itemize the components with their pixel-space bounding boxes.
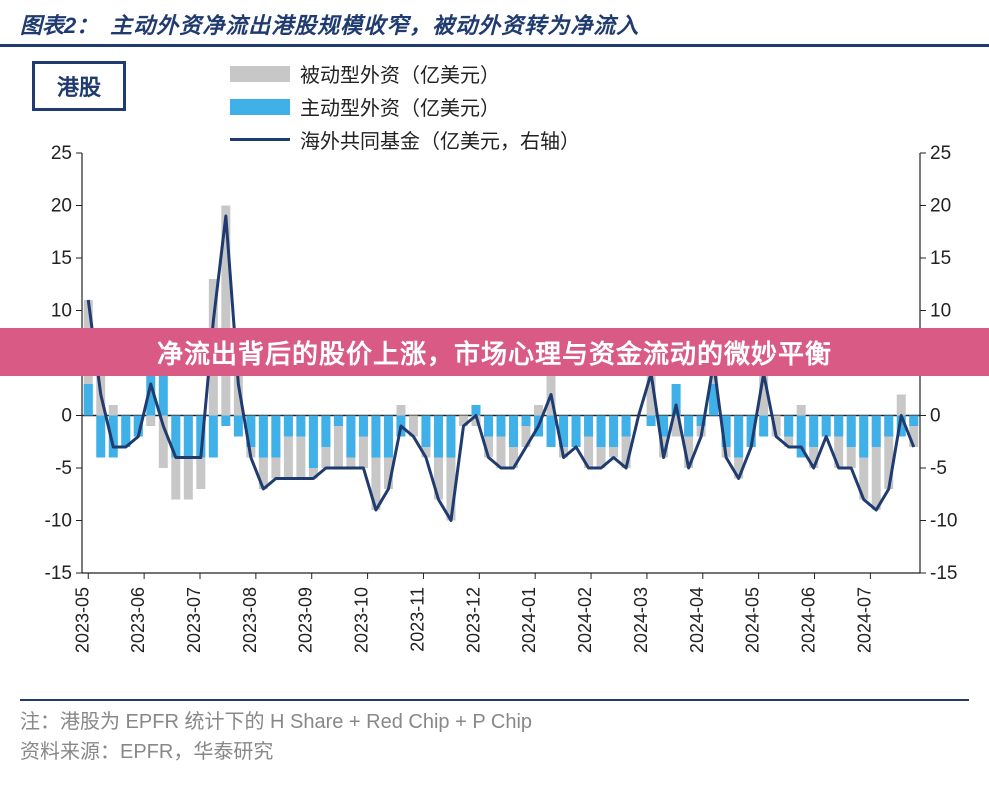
svg-text:-5: -5	[930, 458, 947, 479]
svg-text:2023-06: 2023-06	[128, 587, 148, 653]
svg-text:0: 0	[61, 406, 72, 427]
svg-text:2023-07: 2023-07	[184, 587, 204, 653]
legend-line-fund	[230, 138, 290, 141]
svg-text:0: 0	[930, 406, 941, 427]
legend-item: 被动型外资（亿美元）	[230, 59, 580, 88]
svg-text:20: 20	[930, 196, 951, 217]
footnote-line: 资料来源：EPFR，华泰研究	[20, 737, 969, 767]
legend-swatch-passive	[230, 66, 290, 82]
svg-text:2024-02: 2024-02	[575, 587, 595, 653]
svg-text:2024-06: 2024-06	[799, 587, 819, 653]
title-text: 主动外资净流出港股规模收窄，被动外资转为净流入	[110, 8, 639, 40]
legend-item: 海外共同基金（亿美元，右轴）	[230, 125, 580, 154]
svg-text:2024-07: 2024-07	[854, 587, 874, 653]
svg-text:2023-12: 2023-12	[463, 587, 483, 653]
legend: 被动型外资（亿美元） 主动型外资（亿美元） 海外共同基金（亿美元，右轴）	[230, 59, 580, 158]
svg-text:2023-05: 2023-05	[72, 587, 92, 653]
series-badge: 港股	[32, 61, 126, 111]
svg-text:20: 20	[51, 196, 72, 217]
svg-text:2023-11: 2023-11	[407, 587, 427, 652]
chart-title-row: 图表2： 主动外资净流出港股规模收窄，被动外资转为净流入	[0, 0, 989, 47]
svg-text:15: 15	[51, 248, 72, 269]
svg-text:15: 15	[930, 248, 951, 269]
svg-text:-5: -5	[55, 458, 72, 479]
svg-text:10: 10	[51, 301, 72, 322]
svg-text:2023-09: 2023-09	[296, 587, 316, 653]
svg-text:-15: -15	[930, 563, 957, 584]
svg-text:2024-03: 2024-03	[631, 587, 651, 653]
svg-text:-10: -10	[930, 511, 957, 532]
footnotes: 注：港股为 EPFR 统计下的 H Share + Red Chip + P C…	[0, 707, 989, 767]
legend-item: 主动型外资（亿美元）	[230, 92, 580, 121]
svg-text:2023-10: 2023-10	[352, 587, 372, 653]
svg-text:2024-01: 2024-01	[519, 587, 539, 653]
footnote-line: 注：港股为 EPFR 统计下的 H Share + Red Chip + P C…	[20, 707, 969, 737]
svg-text:25: 25	[930, 143, 951, 164]
svg-text:2023-08: 2023-08	[240, 587, 260, 653]
title-prefix: 图表2：	[20, 8, 98, 40]
svg-text:10: 10	[930, 301, 951, 322]
legend-swatch-active	[230, 99, 290, 115]
overlay-banner: 净流出背后的股价上涨，市场心理与资金流动的微妙平衡	[0, 328, 989, 376]
overlay-text: 净流出背后的股价上涨，市场心理与资金流动的微妙平衡	[157, 334, 832, 371]
legend-label: 被动型外资（亿美元）	[300, 59, 500, 88]
svg-text:25: 25	[51, 143, 72, 164]
legend-label: 主动型外资（亿美元）	[300, 92, 500, 121]
svg-text:-15: -15	[45, 563, 72, 584]
divider	[20, 699, 969, 701]
svg-text:2024-04: 2024-04	[687, 587, 707, 653]
svg-text:2024-05: 2024-05	[743, 587, 763, 653]
svg-text:-10: -10	[45, 511, 72, 532]
series-badge-label: 港股	[57, 75, 101, 100]
legend-label: 海外共同基金（亿美元，右轴）	[300, 125, 580, 154]
